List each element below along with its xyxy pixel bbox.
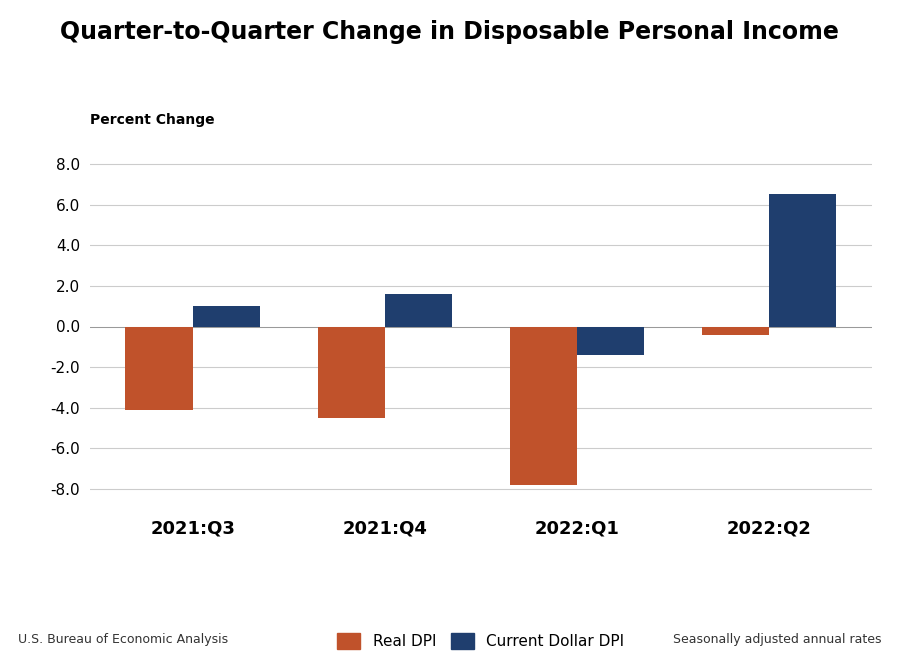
Bar: [317, 326, 385, 418]
Bar: [702, 326, 770, 334]
Bar: [126, 326, 192, 410]
Bar: [770, 195, 836, 326]
Text: Percent Change: Percent Change: [90, 114, 215, 127]
Legend: Real DPI, Current Dollar DPI: Real DPI, Current Dollar DPI: [331, 627, 631, 653]
Text: Quarter-to-Quarter Change in Disposable Personal Income: Quarter-to-Quarter Change in Disposable …: [60, 20, 839, 44]
Text: Seasonally adjusted annual rates: Seasonally adjusted annual rates: [672, 633, 881, 646]
Text: U.S. Bureau of Economic Analysis: U.S. Bureau of Economic Analysis: [18, 633, 228, 646]
Bar: [192, 306, 260, 326]
Bar: [510, 326, 577, 485]
Bar: [385, 294, 452, 326]
Bar: [577, 326, 645, 355]
